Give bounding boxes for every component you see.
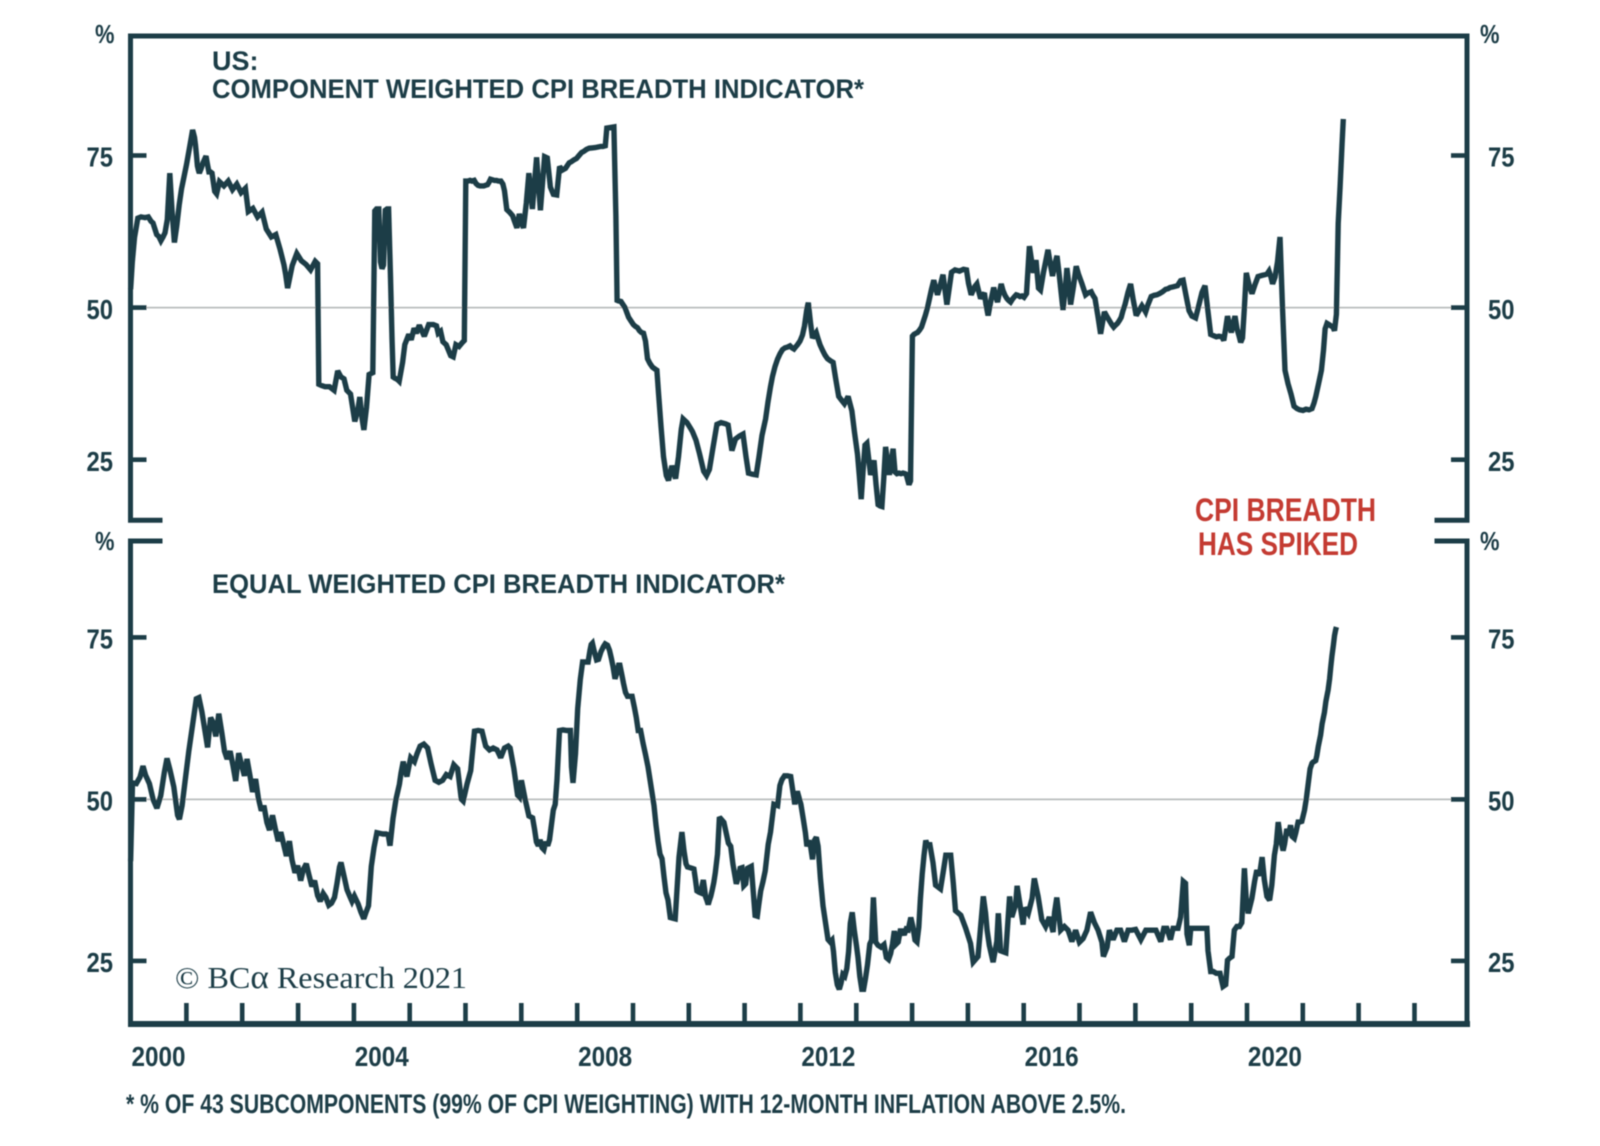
svg-text:© BCα Research 2021: © BCα Research 2021 — [175, 959, 467, 996]
svg-text:50: 50 — [87, 786, 114, 817]
svg-text:EQUAL WEIGHTED CPI BREADTH IND: EQUAL WEIGHTED CPI BREADTH INDICATOR* — [212, 569, 785, 599]
svg-text:25: 25 — [87, 947, 114, 978]
svg-text:2008: 2008 — [578, 1041, 632, 1072]
svg-text:75: 75 — [87, 142, 114, 173]
svg-text:75: 75 — [1488, 624, 1515, 655]
svg-text:75: 75 — [1488, 142, 1515, 173]
svg-text:25: 25 — [87, 446, 114, 477]
svg-text:50: 50 — [87, 294, 114, 325]
svg-text:2020: 2020 — [1248, 1041, 1302, 1072]
svg-text:2000: 2000 — [132, 1041, 186, 1072]
svg-text:US:: US: — [212, 46, 259, 76]
svg-text:50: 50 — [1488, 786, 1515, 817]
svg-text:2016: 2016 — [1025, 1041, 1079, 1072]
svg-text:* % OF 43 SUBCOMPONENTS (99% O: * % OF 43 SUBCOMPONENTS (99% OF CPI WEIG… — [126, 1089, 1126, 1119]
svg-text:25: 25 — [1488, 947, 1515, 978]
svg-text:CPI BREADTH: CPI BREADTH — [1195, 492, 1376, 528]
svg-text:%: % — [1480, 19, 1500, 49]
svg-text:COMPONENT WEIGHTED CPI BREADTH: COMPONENT WEIGHTED CPI BREADTH INDICATOR… — [212, 74, 864, 104]
svg-text:2004: 2004 — [355, 1041, 409, 1072]
svg-text:%: % — [1480, 526, 1500, 556]
svg-text:%: % — [95, 526, 115, 556]
svg-text:2012: 2012 — [801, 1041, 855, 1072]
svg-text:HAS SPIKED: HAS SPIKED — [1198, 526, 1358, 562]
svg-text:25: 25 — [1488, 446, 1515, 477]
svg-text:75: 75 — [87, 624, 114, 655]
svg-text:50: 50 — [1488, 294, 1515, 325]
svg-text:%: % — [95, 19, 115, 49]
